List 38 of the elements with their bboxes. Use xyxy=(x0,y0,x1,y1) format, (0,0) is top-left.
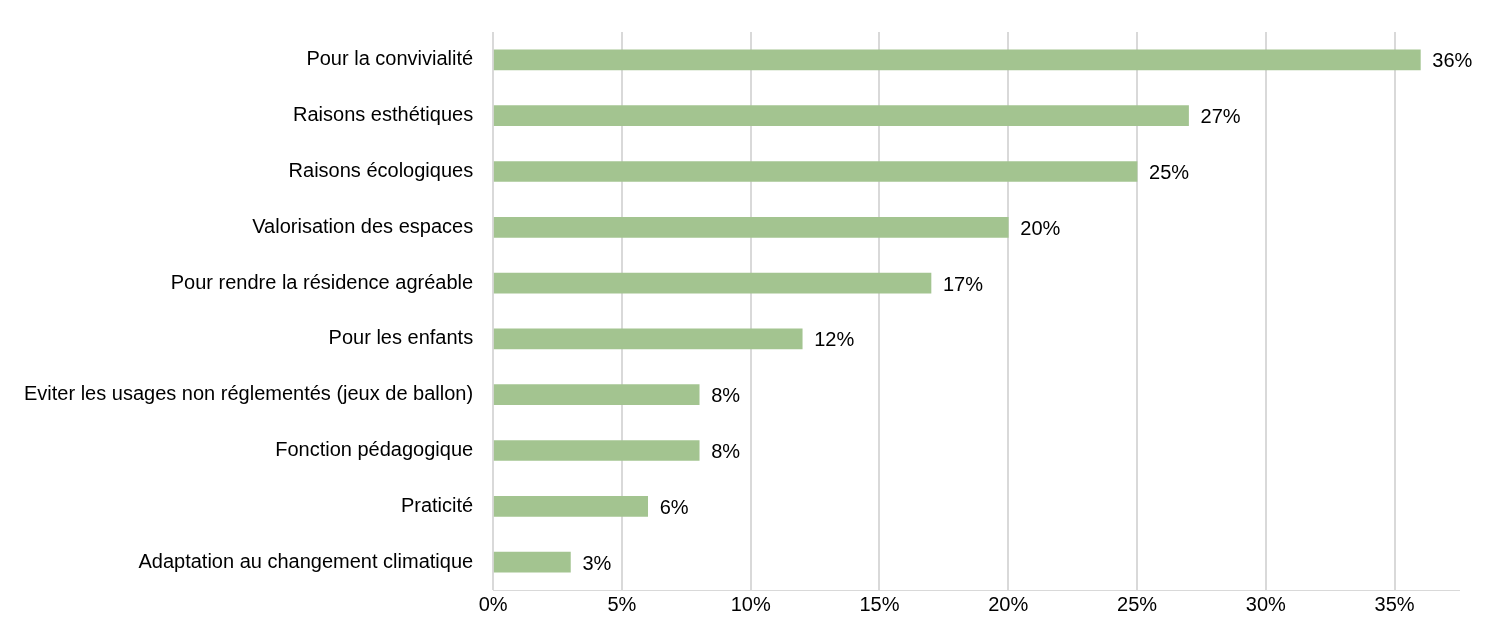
y-tick-label: Raisons écologiques xyxy=(288,159,474,182)
x-tick-label: 30% xyxy=(1245,592,1287,615)
bar xyxy=(493,384,700,406)
bar xyxy=(493,551,571,573)
data-label: 25% xyxy=(1149,161,1190,184)
x-tick-label: 0% xyxy=(478,592,508,615)
y-tick-label: Pour rendre la résidence agréable xyxy=(170,270,474,293)
y-tick-label: Eviter les usages non réglementés (jeux de ballon) xyxy=(24,382,474,405)
x-tick-label: 15% xyxy=(859,592,900,615)
y-tick-label: Fonction pédagogique xyxy=(275,438,474,461)
bar xyxy=(493,105,1189,127)
bar xyxy=(493,495,649,517)
y-tick-label: Valorisation des espaces xyxy=(252,214,474,237)
bar xyxy=(493,216,1009,238)
bar xyxy=(493,440,700,461)
data-label: 17% xyxy=(943,272,984,295)
data-label: 8% xyxy=(711,384,741,407)
data-label: 20% xyxy=(1020,216,1061,239)
x-tick-label: 10% xyxy=(730,592,771,615)
x-tick-label: 25% xyxy=(1117,592,1158,615)
x-tick-label: 20% xyxy=(988,592,1029,615)
x-tick-label: 35% xyxy=(1374,592,1415,615)
data-label: 36% xyxy=(1432,49,1473,72)
bar xyxy=(493,161,1138,182)
data-label: 3% xyxy=(582,551,612,574)
bar xyxy=(493,272,932,294)
data-label: 6% xyxy=(659,495,689,518)
y-tick-label: Adaptation au changement climatique xyxy=(138,549,474,572)
x-tick-label: 5% xyxy=(607,592,637,615)
bar xyxy=(493,328,803,350)
data-label: 8% xyxy=(711,440,741,463)
bar xyxy=(493,49,1421,71)
y-tick-label: Praticité xyxy=(400,493,474,516)
y-tick-label: Pour les enfants xyxy=(328,326,474,349)
data-label: 12% xyxy=(814,328,855,351)
y-tick-label: Raisons esthétiques xyxy=(293,103,474,126)
y-tick-label: Pour la convivialité xyxy=(306,47,474,70)
data-label: 27% xyxy=(1200,105,1241,128)
